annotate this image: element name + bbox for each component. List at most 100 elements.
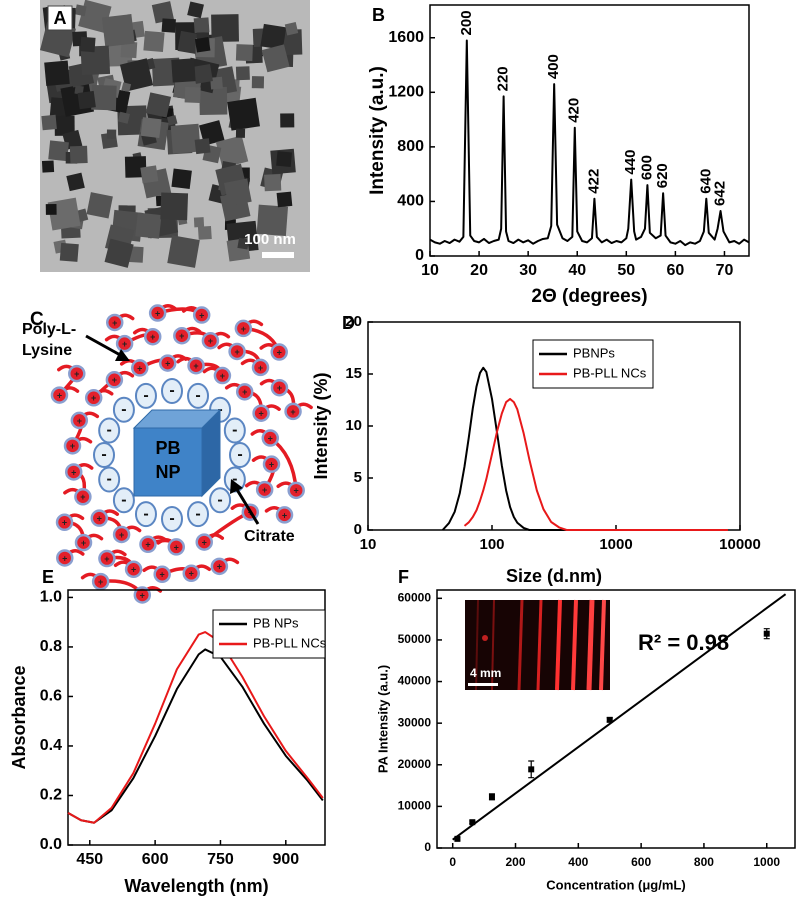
inset-feature xyxy=(599,599,606,691)
y-tick-label: 1600 xyxy=(388,29,424,46)
cation xyxy=(284,402,302,421)
y-tick-label: 50000 xyxy=(398,632,432,646)
particle xyxy=(276,191,293,208)
cation-sign: + xyxy=(98,577,103,587)
x-tick-label: 10 xyxy=(421,262,439,279)
panel-label: F xyxy=(398,567,409,587)
particle xyxy=(41,160,55,173)
cation xyxy=(55,513,74,532)
particle xyxy=(171,58,196,83)
particle xyxy=(54,115,75,136)
cation-sign: + xyxy=(242,387,247,397)
x-tick-label: 10000 xyxy=(719,536,761,553)
particle xyxy=(235,66,250,81)
particle xyxy=(215,135,249,169)
cation-sign: + xyxy=(282,510,287,520)
cation-sign: + xyxy=(234,347,239,357)
cation xyxy=(143,327,162,346)
cation xyxy=(105,313,124,332)
arrow xyxy=(234,487,260,525)
legend-label: PB-PLL NCs xyxy=(573,365,647,380)
particle xyxy=(251,76,265,89)
particle xyxy=(135,212,162,239)
data-point xyxy=(469,819,476,826)
anion xyxy=(98,466,121,493)
cube-front xyxy=(133,427,203,497)
x-tick-label: 1000 xyxy=(753,855,780,869)
particle xyxy=(77,90,96,110)
y-tick-label: 0.4 xyxy=(40,737,62,754)
cation xyxy=(201,331,220,350)
particle xyxy=(193,17,210,34)
x-tick-label: 1000 xyxy=(599,536,632,553)
x-tick-label: 200 xyxy=(505,855,525,869)
data-point xyxy=(454,835,461,842)
y-tick-label: 60000 xyxy=(398,590,432,604)
cation xyxy=(68,364,86,383)
particle xyxy=(187,1,204,19)
inset-image: 4 mm xyxy=(465,599,610,691)
y-tick-label: 20 xyxy=(345,313,362,330)
particle xyxy=(119,58,154,92)
cation-sign: + xyxy=(97,514,102,524)
cation-sign: + xyxy=(140,590,145,600)
tem-particles xyxy=(40,0,303,268)
particle xyxy=(211,14,239,42)
legend: PB NPs PB-PLL NCs xyxy=(212,609,327,659)
cation-sign: + xyxy=(202,537,207,547)
cation-sign: + xyxy=(179,331,184,341)
cation-sign: + xyxy=(269,460,274,470)
particle xyxy=(237,237,250,250)
particle xyxy=(80,45,111,76)
cation xyxy=(210,557,229,576)
particle xyxy=(143,30,165,53)
cation-sign: + xyxy=(62,518,67,528)
y-tick-label: 5 xyxy=(354,469,362,486)
anion-sign: - xyxy=(169,510,174,527)
particle xyxy=(177,30,201,55)
panel-label: C xyxy=(30,309,44,330)
particle xyxy=(194,37,211,53)
particle xyxy=(276,151,293,167)
x-tick-label: 70 xyxy=(716,262,734,279)
legend-label: PB NPs xyxy=(253,615,299,630)
cation-sign: + xyxy=(277,347,282,357)
cation-sign: + xyxy=(294,486,299,496)
particle xyxy=(48,140,69,162)
anion-sign: - xyxy=(169,382,174,399)
cation xyxy=(105,371,124,389)
cation-sign: + xyxy=(131,565,136,575)
particle xyxy=(151,1,175,24)
cation xyxy=(287,481,305,500)
anion-sign: - xyxy=(237,446,242,463)
anion xyxy=(209,487,232,514)
plot-frame xyxy=(436,589,796,849)
cation-sign: + xyxy=(74,369,79,379)
cation xyxy=(173,326,191,345)
legend-label: PBNPs xyxy=(573,345,615,360)
particle xyxy=(80,36,96,53)
particle xyxy=(66,172,85,192)
x-axis-title: 2Θ (degrees) xyxy=(531,286,647,307)
panel-label: B xyxy=(372,5,385,25)
particle xyxy=(170,123,201,154)
y-axis-title: PA Intensity (a.u.) xyxy=(375,665,390,773)
anion xyxy=(134,501,157,528)
series-line xyxy=(441,366,728,531)
x-tick-label: 0 xyxy=(449,855,456,869)
cation-sign: + xyxy=(70,441,75,451)
cation-sign: + xyxy=(112,375,117,385)
cation-sign: + xyxy=(145,540,150,550)
cation-sign: + xyxy=(155,308,160,318)
peak-label: 420 xyxy=(566,98,583,123)
series-line xyxy=(67,631,324,824)
anion-sign: - xyxy=(143,387,148,404)
cation xyxy=(252,404,270,422)
anion-sign: - xyxy=(121,491,126,508)
x-tick-label: 40 xyxy=(568,262,586,279)
x-tick-label: 450 xyxy=(76,851,103,868)
cation xyxy=(74,488,92,506)
particle xyxy=(101,14,135,47)
legend-box xyxy=(532,339,654,389)
